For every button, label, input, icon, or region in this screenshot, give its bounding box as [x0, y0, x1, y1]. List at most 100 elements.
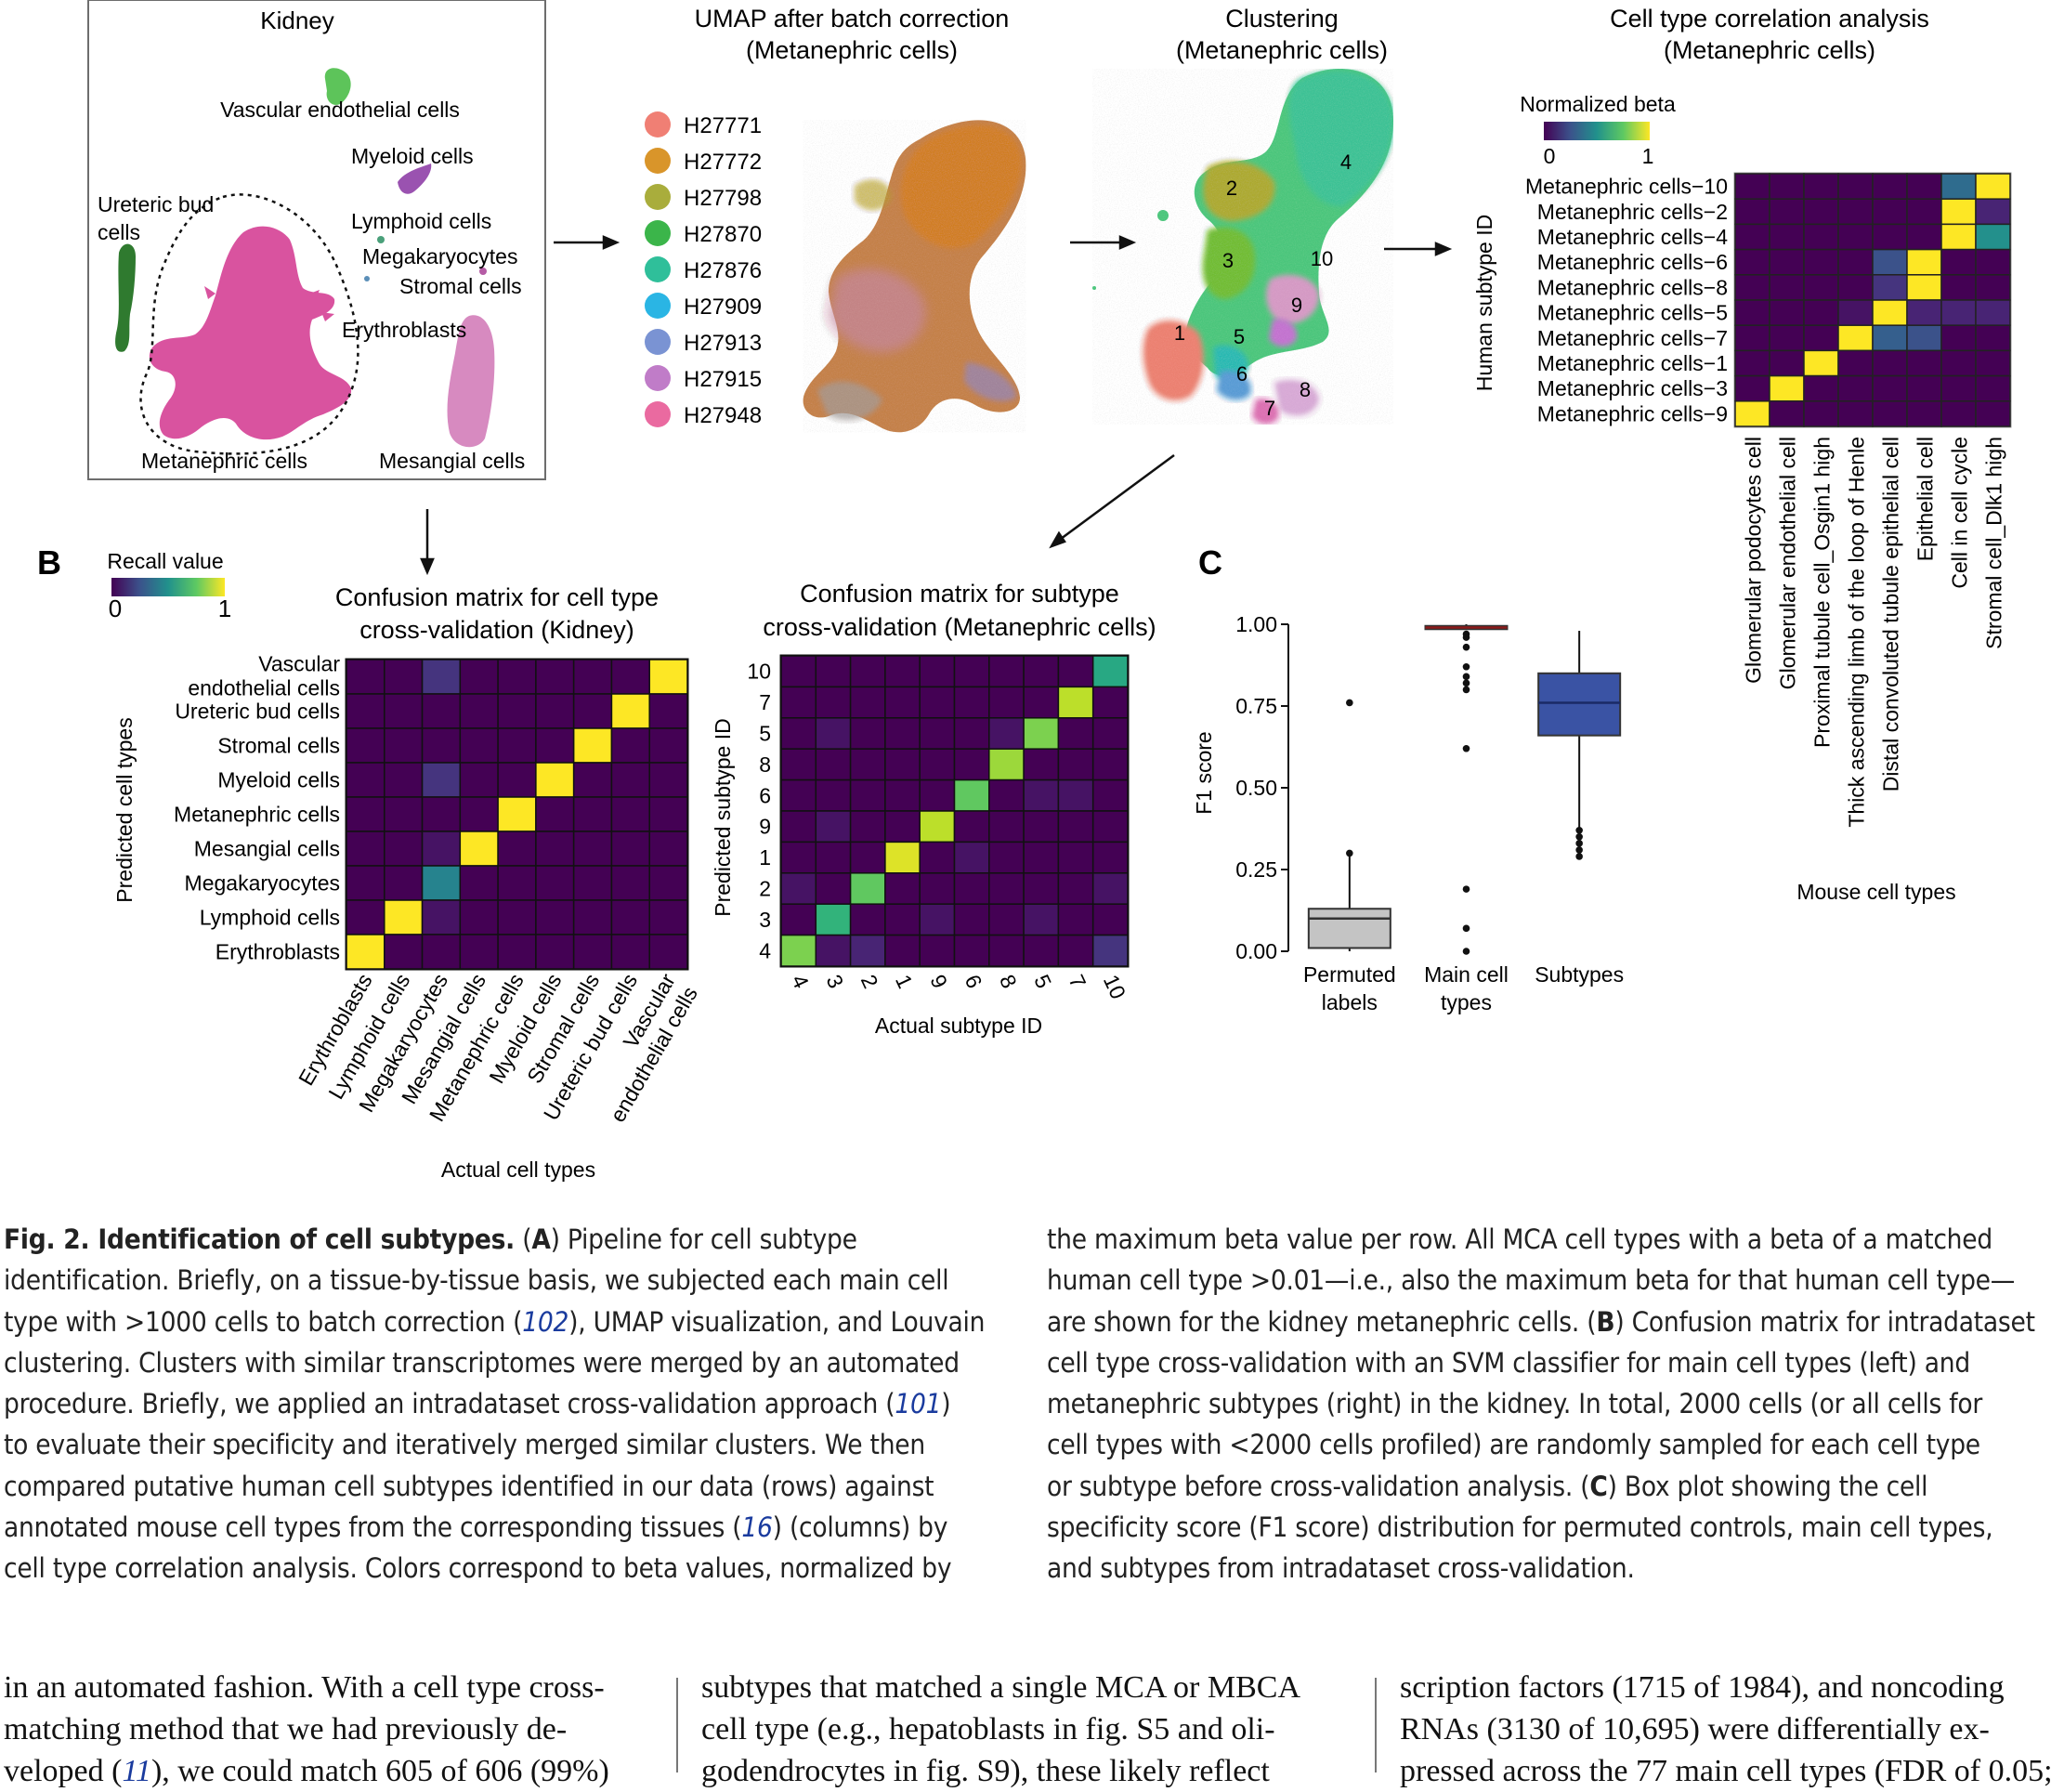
heatmap-cell: [648, 693, 688, 729]
caption-text: specificity score (F1 score) distributio…: [1047, 1511, 1993, 1544]
heatmap-cell: [1906, 324, 1942, 352]
heatmap-cell: [988, 655, 1025, 688]
boxplot-box: [1307, 908, 1391, 949]
heatmap-cell: [1023, 903, 1060, 936]
correlation-row-label: Metanephric cells−10: [1525, 175, 1728, 199]
heatmap-cell: [421, 659, 462, 695]
heatmap-cell: [572, 934, 613, 970]
heatmap-cell: [459, 831, 499, 867]
caption-line: matching method that we had previously d…: [4, 1708, 654, 1750]
heatmap-cell: [1837, 299, 1874, 326]
caption-text: metanephric subtypes (right) in the kidn…: [1047, 1388, 1982, 1420]
heatmap-cell: [1091, 903, 1129, 936]
heatmap-cell: [1940, 349, 1977, 377]
heatmap-cell: [953, 655, 990, 688]
kidney-label-ureteric-2: cells: [98, 220, 140, 244]
heatmap-cell: [815, 810, 852, 844]
heatmap-cell: [1872, 248, 1908, 276]
heatmap-cell: [1940, 400, 1977, 427]
caption-text: in an automated fashion. With a cell typ…: [4, 1670, 605, 1705]
heatmap-cell: [953, 717, 990, 750]
heatmap-cell: [535, 831, 575, 867]
correlation-column-label: Epithelial cell: [1914, 437, 1938, 561]
citation-ref: 102: [522, 1305, 569, 1338]
heatmap-cell: [1975, 274, 2011, 301]
heatmap-cell: [459, 762, 499, 798]
heatmap-cell: [1837, 374, 1874, 402]
kidney-label-mesangial: Mesangial cells: [379, 449, 525, 473]
heatmap-cell: [610, 865, 650, 901]
heatmap-cell: [1734, 198, 1770, 226]
boxplot-outlier: [1575, 826, 1583, 834]
caption-text: matching method that we had previously d…: [4, 1712, 568, 1746]
figure: Kidney Vascular endothelial cells Myeloi…: [37, 0, 2012, 1182]
heatmap-cell: [1837, 400, 1874, 427]
heatmap-cell: [1906, 349, 1942, 377]
heatmap-cell: [919, 903, 956, 936]
heatmap-cell: [953, 778, 990, 812]
heatmap-cell: [535, 899, 575, 935]
cluster-label-7: 7: [1264, 397, 1275, 420]
heatmap-cell: [780, 717, 817, 750]
heatmap-cell: [610, 659, 650, 695]
heatmap-cell: [849, 903, 886, 936]
heatmap-cell: [849, 872, 886, 905]
caption-text: scription factors (1715 of 1984), and no…: [1400, 1670, 2005, 1705]
heatmap-cell: [780, 810, 817, 844]
subtype-row-label: 1: [759, 845, 771, 870]
heatmap-cell: [384, 899, 424, 935]
caption-text: cell type cross-validation with an SVM c…: [1047, 1346, 1970, 1379]
caption-line: and subtypes from intradataset cross-val…: [1047, 1548, 2045, 1589]
heatmap-cell: [535, 865, 575, 901]
heatmap-cell: [1872, 173, 1908, 200]
heatmap-cell: [1803, 349, 1839, 377]
correlation-legend-min: 0: [1544, 144, 1556, 168]
cluster-id-labels: 1 2 3 4 5 67 8 9 10: [1174, 150, 1352, 420]
figure-caption-right: the maximum beta value per row. All MCA …: [1047, 1219, 2045, 1589]
boxplot-xlabel: Subtypes: [1535, 962, 1624, 987]
heatmap-cell: [1906, 248, 1942, 276]
cluster-label-4: 4: [1340, 150, 1352, 174]
heatmap-cell: [346, 899, 385, 935]
heatmap-cell: [346, 727, 385, 764]
confusion-kidney-xlabel: Actual cell types: [441, 1158, 595, 1182]
heatmap-cell: [1803, 400, 1839, 427]
caption-text: compared putative human cell subtypes id…: [4, 1470, 934, 1502]
heatmap-cell: [1872, 274, 1908, 301]
caption-text: ) Confusion matrix for intradataset: [1614, 1305, 2035, 1338]
heatmap-cell: [610, 762, 650, 798]
heatmap-cell: [1057, 655, 1094, 688]
kidney-label-megakaryocytes: Megakaryocytes: [362, 244, 517, 268]
kidney-label-vascular: Vascular endothelial cells: [220, 98, 460, 122]
heatmap-cell: [610, 899, 650, 935]
heatmap-cell: [421, 899, 462, 935]
caption-line: annotated mouse cell types from the corr…: [4, 1507, 1002, 1548]
kidney-metanephric-outline: [139, 193, 359, 455]
confusion-kidney-ylabel: Predicted cell types: [112, 717, 137, 902]
boxplot-xlabel: Permuted: [1303, 962, 1396, 987]
heatmap-cell: [849, 748, 886, 781]
citation-ref: 16: [741, 1511, 773, 1544]
confusion-subtype-ylabel: Predicted subtype ID: [711, 718, 735, 917]
boxplot-box: [1537, 672, 1622, 737]
heatmap-cell: [953, 872, 990, 905]
correlation-legend-max: 1: [1642, 144, 1654, 168]
legend-swatch-H27913: [645, 329, 671, 355]
heatmap-cell: [346, 762, 385, 798]
heatmap-cell: [919, 810, 956, 844]
heatmap-cell: [1091, 655, 1129, 688]
caption-text: are shown for the kidney metanephric cel…: [1047, 1305, 1597, 1338]
heatmap-cell: [421, 727, 462, 764]
heatmap-cell: [1734, 274, 1770, 301]
heatmap-cell: [1734, 299, 1770, 326]
citation-ref: 11: [122, 1754, 151, 1788]
heatmap-cell: [1803, 223, 1839, 251]
heatmap-cell: [953, 903, 990, 936]
umap-batch-plot: [803, 120, 1026, 433]
heatmap-cell: [953, 810, 990, 844]
heatmap-cell: [535, 727, 575, 764]
heatmap-cell: [1872, 349, 1908, 377]
heatmap-cell: [849, 934, 886, 967]
heatmap-cell: [384, 659, 424, 695]
